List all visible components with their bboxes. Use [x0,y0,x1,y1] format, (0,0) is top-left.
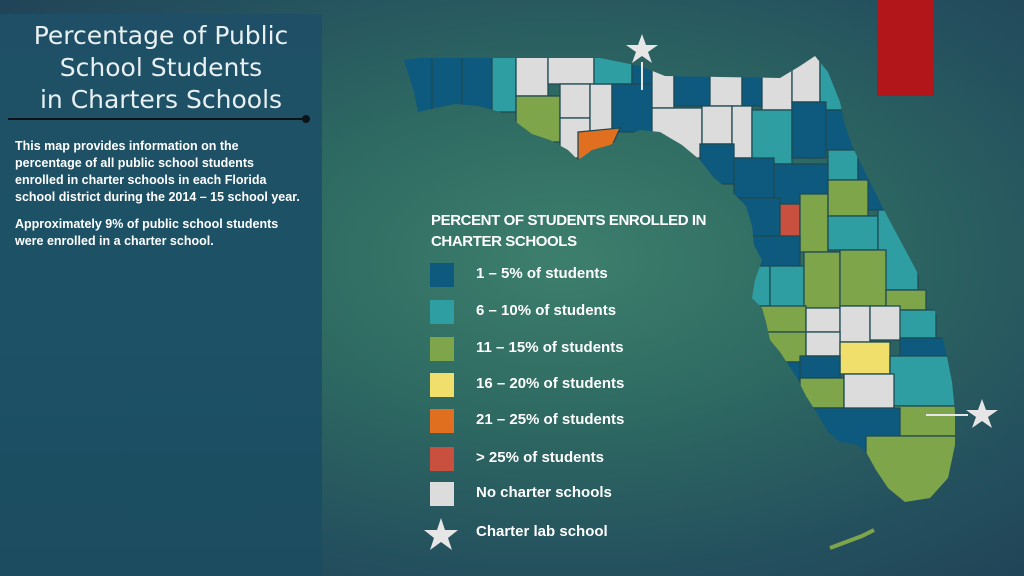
district [761,56,793,111]
district [593,56,633,85]
district [839,305,871,343]
district [751,109,793,165]
district [741,56,763,107]
district [759,331,807,363]
district [799,377,845,409]
legend-swatch [430,263,454,287]
district [731,105,753,159]
legend-label: 16 – 20% of students [476,375,625,392]
district [651,107,703,159]
florida-keys [829,528,875,550]
legend-label: > 25% of students [476,449,604,466]
description-paragraph-1: This map provides information on the per… [15,139,300,204]
legend-swatch [430,482,454,506]
district [739,305,807,333]
district [893,405,955,437]
district [739,197,781,237]
legend-label: No charter schools [476,484,612,501]
district [889,355,955,407]
district [701,105,733,145]
district-shapes [404,56,955,502]
district [825,109,867,151]
district [673,56,711,107]
district [843,373,895,413]
district [404,56,433,121]
district [547,56,595,85]
district [791,56,821,103]
district [869,305,901,341]
district [769,265,805,311]
district [839,249,887,307]
star-icon [424,518,458,550]
legend-swatch [430,447,454,471]
legend-label: 1 – 5% of students [476,265,608,282]
district [651,56,675,109]
description: This map provides information on the per… [15,138,305,260]
title-divider-dot [302,115,310,123]
legend-swatch [430,373,454,397]
legend-swatch [430,337,454,361]
legend-label: 6 – 10% of students [476,302,617,319]
accent-block [877,0,934,96]
legend-label: Charter lab school [476,523,608,540]
district [431,56,463,121]
district [515,95,561,143]
star-icon [626,34,658,63]
district [799,193,829,253]
page-title: Percentage of Public School Students in … [33,21,289,114]
district [491,56,517,113]
district [559,83,591,119]
description-paragraph-2: Approximately 9% of public school studen… [15,217,279,248]
district [827,179,869,217]
info-panel: Percentage of Public School Students in … [0,14,322,576]
district [827,149,859,181]
district [515,56,549,97]
district [799,355,841,379]
legend-label: 21 – 25% of students [476,411,625,428]
legend-title: PERCENT OF STUDENTS ENROLLED IN CHARTER … [431,212,707,250]
district [827,215,879,251]
district [739,265,771,307]
district [589,83,613,133]
district [461,56,493,121]
district [899,337,955,359]
district [865,435,955,502]
district [709,56,743,107]
district [805,331,841,357]
district [739,235,801,267]
district [611,83,653,133]
district [577,127,622,161]
district [699,143,735,185]
legend-swatch [430,409,454,433]
district [733,157,775,199]
title-divider [8,118,306,120]
district [839,341,891,375]
district [791,101,827,159]
district [803,251,841,309]
district [805,307,841,333]
legend-swatch [430,300,454,324]
star-icon [966,399,998,428]
district [759,361,801,381]
legend-label: 11 – 15% of students [476,339,624,356]
district [819,56,861,111]
